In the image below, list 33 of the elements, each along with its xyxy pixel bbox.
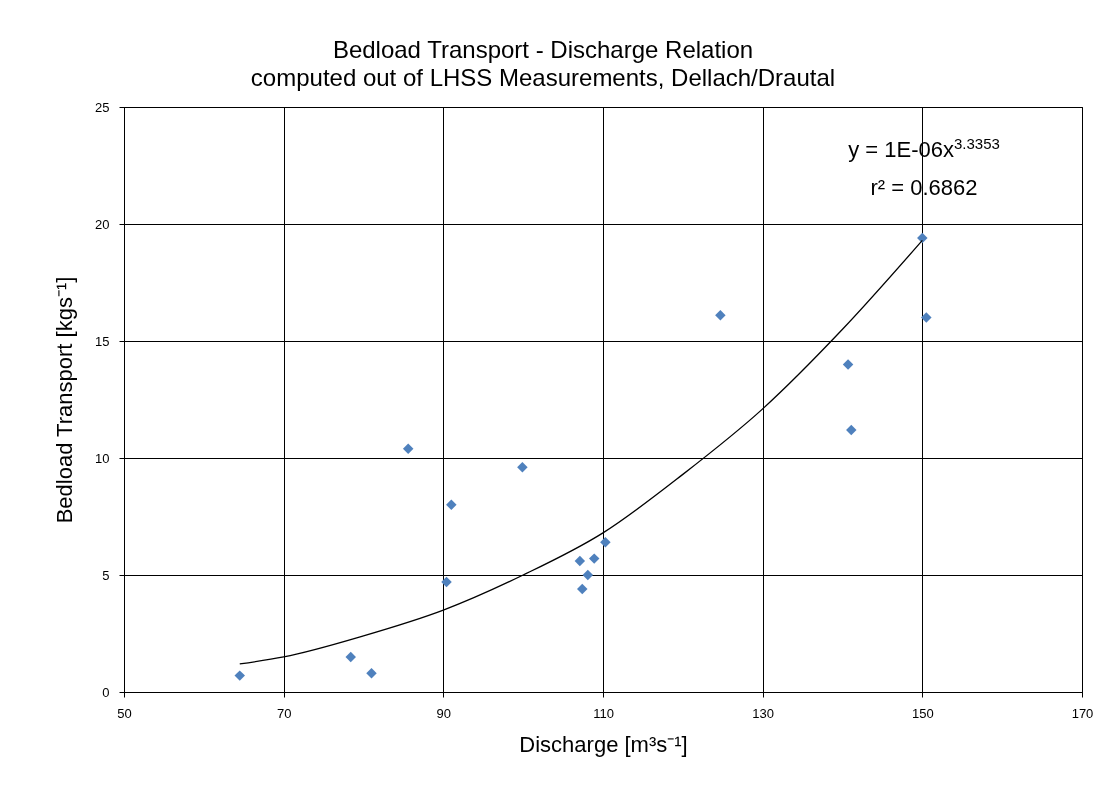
y-tick-label: 15 bbox=[95, 333, 110, 349]
y-tick-label: 5 bbox=[102, 567, 110, 583]
x-tick-label: 50 bbox=[117, 705, 132, 721]
x-tick-label: 130 bbox=[752, 705, 775, 721]
point bbox=[921, 312, 932, 323]
y-tick-label: 10 bbox=[95, 450, 110, 466]
y-tick-label: 25 bbox=[95, 99, 110, 115]
point bbox=[715, 310, 726, 321]
y-tick-label: 20 bbox=[95, 216, 110, 232]
point bbox=[402, 443, 414, 454]
x-tick-label: 70 bbox=[276, 705, 292, 721]
chart-title: Bedload Transport - Discharge Relation bbox=[332, 36, 754, 63]
point bbox=[842, 359, 854, 370]
point bbox=[446, 499, 457, 511]
x-tick-label: 110 bbox=[593, 705, 614, 721]
chart-subtitle: computed out of LHSS Measurements, Dellach/Drautal bbox=[250, 64, 836, 91]
point bbox=[517, 462, 528, 473]
y-tick-label: 0 bbox=[102, 684, 110, 700]
point bbox=[441, 576, 452, 588]
point bbox=[577, 583, 588, 595]
point bbox=[846, 424, 857, 436]
x-tick-label: 90 bbox=[436, 705, 452, 721]
x-axis-title: Discharge [m³s⁻¹] bbox=[519, 731, 688, 757]
y-axis-title: Bedload Transport [kgs⁻¹] bbox=[52, 276, 78, 524]
point bbox=[234, 670, 245, 681]
x-tick-label: 170 bbox=[1071, 705, 1094, 721]
point bbox=[366, 668, 377, 679]
point bbox=[345, 651, 356, 663]
point bbox=[574, 555, 586, 567]
point bbox=[588, 553, 600, 564]
point bbox=[582, 569, 594, 581]
x-tick-label: 150 bbox=[911, 705, 934, 721]
point bbox=[600, 537, 611, 548]
